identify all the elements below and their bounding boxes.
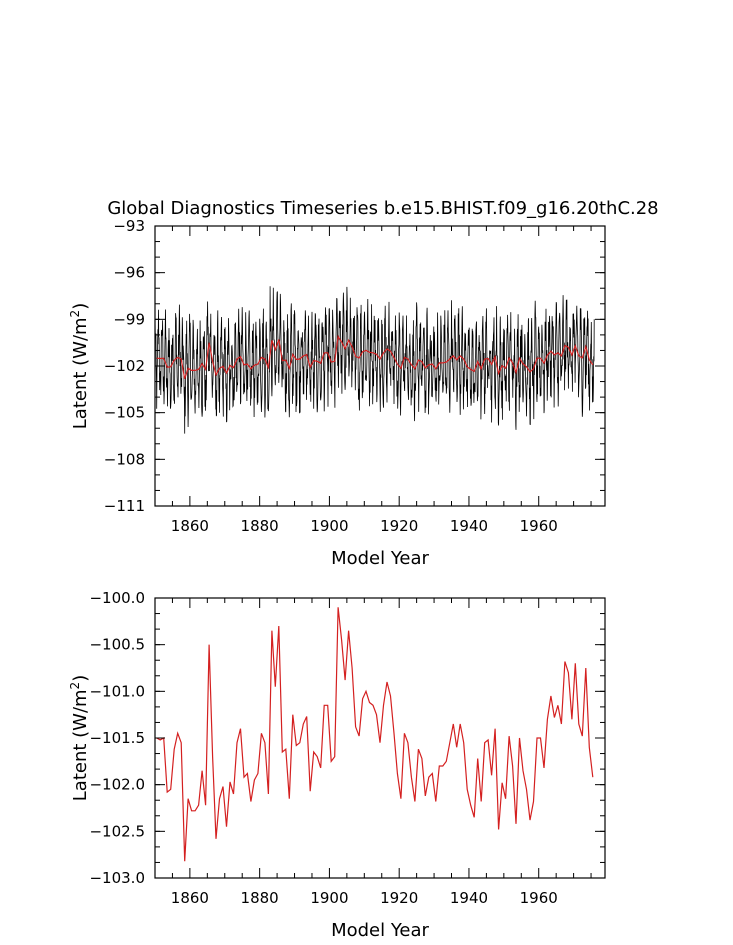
y-tick-label: −100.0: [89, 589, 145, 607]
y-axis-label-top: Latent (W/m2): [68, 303, 91, 429]
y-tick-label: −101.5: [89, 729, 145, 747]
x-tick-label: 1920: [380, 517, 418, 535]
x-tick-label: 1880: [241, 889, 279, 907]
y-tick-label: −102: [104, 357, 145, 375]
ticks-top: 1860 1880 1900 1920 1940 1960 −111 −108 −105 −102…: [104, 217, 605, 535]
annual-mean-series-line: [156, 334, 594, 379]
x-tick-label: 1860: [171, 517, 209, 535]
chart-title: Global Diagnostics Timeseries b.e15.BHIS…: [107, 198, 658, 219]
annual-mean-chart-bottom: 1860 1880 1900 1920 1940 1960 −103.0 −102.5 −102…: [68, 589, 606, 941]
x-axis-label-bottom: Model Year: [331, 920, 429, 941]
x-tick-label: 1900: [310, 517, 348, 535]
y-tick-label: −102.0: [89, 776, 145, 794]
x-tick-label: 1920: [380, 889, 418, 907]
annual-mean-series-line-bottom: [156, 607, 594, 862]
y-tick-label: −108: [104, 450, 145, 468]
monthly-series-line: [154, 286, 595, 434]
y-tick-label: −103.0: [89, 869, 145, 887]
x-tick-label: 1940: [450, 889, 488, 907]
x-tick-label: 1960: [520, 889, 558, 907]
x-tick-label: 1880: [241, 517, 279, 535]
y-tick-label: −102.5: [89, 822, 145, 840]
ticks-bottom: 1860 1880 1900 1920 1940 1960 −103.0 −102.5 −102…: [89, 589, 605, 907]
x-axis-label-top: Model Year: [331, 548, 429, 569]
y-tick-label: −105: [104, 404, 145, 422]
plot-area-bottom: 1860 1880 1900 1920 1940 1960 −103.0 −102.5 −102…: [89, 589, 606, 907]
y-tick-label: −100.5: [89, 636, 145, 654]
x-tick-label: 1900: [310, 889, 348, 907]
x-tick-label: 1940: [450, 517, 488, 535]
y-tick-label: −99: [113, 310, 145, 328]
plot-area-top: 1860 1880 1900 1920 1940 1960 −111 −108 −105 −102…: [104, 217, 606, 535]
timeseries-chart-top: Global Diagnostics Timeseries b.e15.BHIS…: [68, 198, 659, 569]
y-tick-label: −96: [113, 264, 145, 282]
y-axis-label-bottom: Latent (W/m2): [68, 675, 91, 801]
y-tick-label: −101.0: [89, 682, 145, 700]
y-tick-label: −93: [113, 217, 145, 235]
x-tick-label: 1960: [520, 517, 558, 535]
x-tick-label: 1860: [171, 889, 209, 907]
y-tick-label: −111: [104, 497, 145, 515]
